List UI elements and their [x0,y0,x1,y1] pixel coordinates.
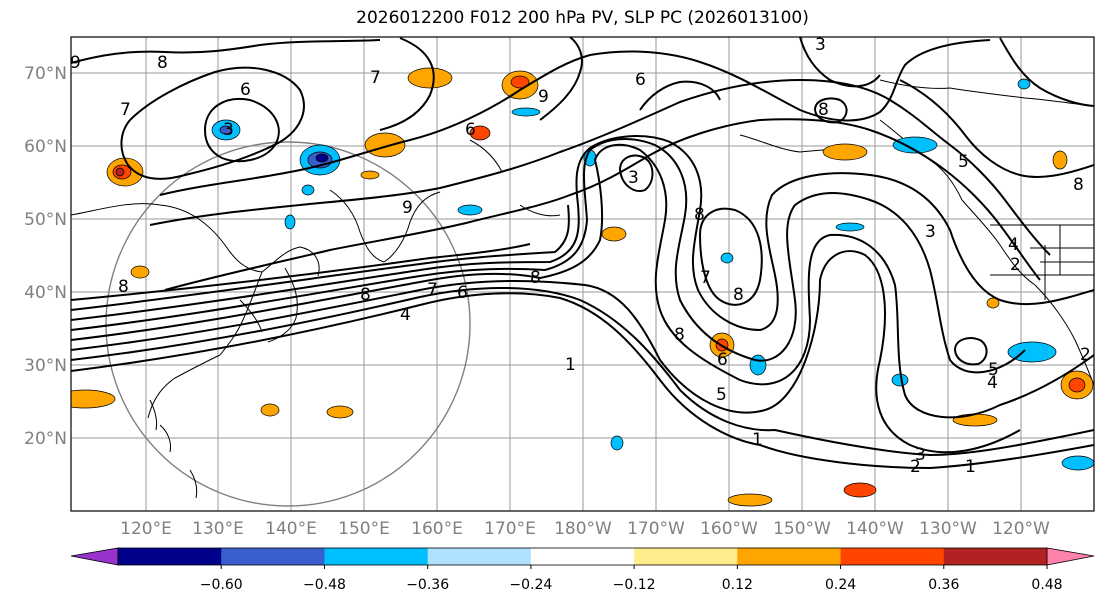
colorbar-segment [324,548,429,565]
contour-label: 8 [360,285,371,305]
contour-label: 5 [716,385,727,405]
colorbar-segment [737,548,842,565]
contour-label: 1 [752,430,763,450]
lat-label: 40°N [24,283,67,303]
contour-label: 2 [1010,255,1021,275]
contour-label: 8 [1073,175,1084,195]
contour-label: 6 [465,120,476,140]
lat-label: 50°N [24,210,67,230]
lon-label: 170°E [484,519,536,539]
contour-label: 5 [958,152,969,172]
colorbar-tick-label: 0.24 [825,577,856,593]
colorbar-tick-label: −0.24 [509,577,552,593]
lon-label: 140°E [265,519,317,539]
lon-label: 160°E [411,519,463,539]
contour-label: 3 [815,35,826,55]
map-border [70,36,1095,512]
contour-label: 7 [370,68,381,88]
lat-label: 70°N [24,64,67,84]
longitude-labels: 120°E 130°E 140°E 150°E 160°E 170°E 180°… [120,519,1050,539]
colorbar-segment [634,548,738,565]
colorbar-segment [840,548,945,565]
contour-label: 9 [402,198,413,218]
contour-label: 6 [635,70,646,90]
colorbar-tick-label: 0.48 [1031,577,1062,593]
lon-label: 130°E [192,519,244,539]
contour-label: 8 [118,277,129,297]
colorbar-segment [427,548,532,565]
colorbar-extend-high [1046,547,1095,566]
lon-label: 130°W [919,519,977,539]
contour-label: 8 [530,268,541,288]
contour-label: 4 [1008,235,1019,255]
colorbar-tick-label: −0.48 [303,577,346,593]
lon-label: 170°W [627,519,685,539]
colorbar-segment [221,548,325,565]
contour-label: 4 [400,305,411,325]
lon-label: 150°E [338,519,390,539]
lon-label: 120°W [992,519,1050,539]
contour-label: 1 [565,355,576,375]
colorbar-segment [530,548,635,565]
contour-label: 8 [733,285,744,305]
lat-label: 20°N [24,429,67,449]
colorbar-tick-label: −0.12 [613,577,656,593]
lon-label: 160°W [700,519,758,539]
contour-label: 3 [915,445,926,465]
colorbar-tick-label: −0.36 [406,577,449,593]
contour-label: 3 [925,222,936,242]
contour-label: 4 [987,373,998,393]
colorbar-outline [117,547,1048,566]
contour-label: 6 [240,80,251,100]
contour-label: 6 [457,283,468,303]
colorbar-tick-label: −0.60 [200,577,243,593]
slp-contours [71,37,1094,470]
contour-label: 8 [694,205,705,225]
contour-label: 8 [674,325,685,345]
lon-label: 120°E [120,519,172,539]
lon-label: 150°W [773,519,831,539]
colorbar-tick-label: 0.36 [928,577,959,593]
contour-label: 9 [70,53,81,73]
range-circle [105,141,471,507]
lat-label: 30°N [24,356,67,376]
contour-label: 7 [700,268,711,288]
contour-label: 6 [717,350,728,370]
contour-label: 9 [538,87,549,107]
map-title: 2026012200 F012 200 hPa PV, SLP PC (2026… [356,8,809,28]
lat-label: 60°N [24,137,67,157]
colorbar-segment [118,548,222,565]
contour-label: 7 [427,280,438,300]
colorbar-extend-low [70,547,119,566]
latitude-labels: 70°N 60°N 50°N 40°N 30°N 20°N [24,64,67,449]
colorbar: −0.60 −0.48 −0.36 −0.24 −0.12 0.12 0.24 0.36 0.4… [70,547,1095,593]
contour-labels: 9 8 6 7 3 6 9 7 6 3 8 5 8 9 8 3 8 7 8 8 … [70,35,1091,477]
contour-label: 3 [628,168,639,188]
contour-label: 8 [818,100,829,120]
colorbar-segment [943,548,1048,565]
contour-label: 2 [1080,345,1091,365]
contour-label: 3 [223,120,234,140]
colorbar-tick-label: 0.12 [722,577,753,593]
lon-label: 140°W [846,519,904,539]
contour-label: 7 [120,100,131,120]
contour-label: 2 [910,457,921,477]
contour-label: 8 [157,53,168,73]
contour-label: 5 [988,360,999,380]
lon-label: 180°W [554,519,612,539]
pv-shading [71,67,1094,507]
contour-label: 1 [965,457,976,477]
